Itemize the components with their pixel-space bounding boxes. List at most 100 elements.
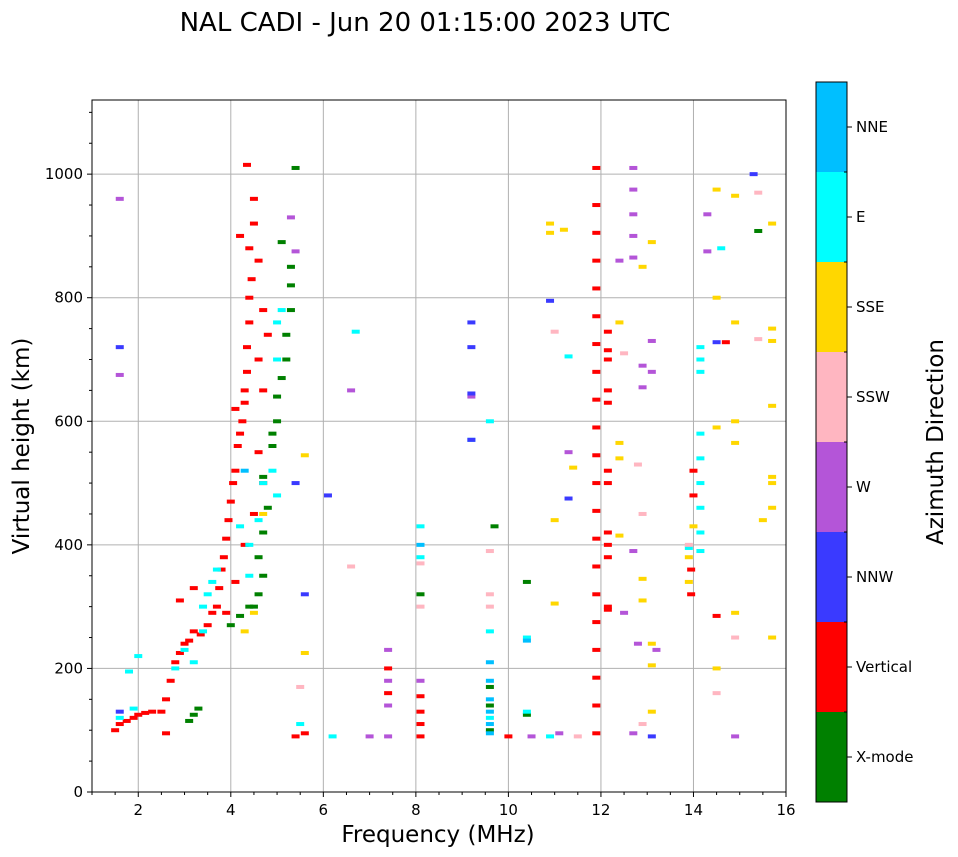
data-point-vertical [240,542,249,547]
data-point-w [365,734,374,739]
data-point-x-mode [522,712,531,717]
data-point-vertical [180,641,189,646]
data-point-sse [731,419,740,424]
data-point-vertical [242,369,251,374]
data-point-sse [550,518,559,523]
data-point-w [629,731,638,736]
data-point-w [467,394,476,399]
data-point-e [696,357,705,362]
data-point-vertical [416,722,425,727]
data-point-vertical [171,660,180,665]
colorbar-segment [816,532,847,622]
data-point-w [629,549,638,554]
data-point-e [696,369,705,374]
data-point-nnw [323,493,332,498]
data-point-sse [240,629,249,634]
x-tick-label: 12 [591,801,610,819]
data-point-nnw [467,320,476,325]
data-point-ssw [550,329,559,334]
data-point-ssw [416,604,425,609]
data-point-vertical [603,604,612,609]
data-point-sse [768,338,777,343]
data-point-w [629,255,638,260]
data-point-e [696,481,705,486]
data-point-x-mode [522,579,531,584]
data-point-vertical [231,579,240,584]
data-point-nnw [467,437,476,442]
data-point-e [212,567,221,572]
data-point-vertical [217,567,226,572]
data-point-sse [712,425,721,430]
data-point-vertical [687,592,696,597]
data-point-vertical [603,530,612,535]
data-point-vertical [592,675,601,680]
data-point-vertical [384,666,393,671]
data-point-nne [485,709,494,714]
data-point-vertical [603,468,612,473]
data-point-sse [647,709,656,714]
data-point-x-mode [485,684,494,689]
data-point-nne [240,468,249,473]
data-point-e [203,592,212,597]
data-point-sse [638,598,647,603]
data-point-sse [615,320,624,325]
data-point-nne [485,660,494,665]
y-axis-label: Virtual height (km) [9,338,35,555]
data-point-vertical [263,332,272,337]
data-point-e [717,246,726,251]
data-point-ssw [416,561,425,566]
y-tick-label: 200 [54,659,83,677]
data-point-vertical [592,453,601,458]
x-tick-label: 2 [133,801,143,819]
data-point-x-mode [416,592,425,597]
data-point-nnw [647,734,656,739]
data-point-vertical [592,536,601,541]
data-point-sse [615,533,624,538]
data-point-vertical [231,406,240,411]
data-point-vertical [504,734,513,739]
data-point-sse [569,465,578,470]
x-tick-label: 14 [684,801,703,819]
data-point-w [291,249,300,254]
data-points [111,162,777,739]
data-point-e [696,530,705,535]
data-point-w [731,734,740,739]
data-point-ssw [638,511,647,516]
data-point-nne [485,722,494,727]
data-point-e [171,666,180,671]
data-point-w [384,678,393,683]
data-point-e [522,709,531,714]
data-point-nnw [546,298,555,303]
data-point-vertical [603,329,612,334]
data-point-e [245,542,254,547]
colorbar-category-label: NNE [856,118,888,136]
data-point-x-mode [282,357,291,362]
data-point-ssw [712,691,721,696]
data-point-vertical [134,712,143,717]
data-point-vertical [687,567,696,572]
data-point-vertical [603,357,612,362]
data-point-w [629,187,638,192]
data-point-vertical [240,388,249,393]
data-point-x-mode [268,431,277,436]
y-tick-label: 400 [54,536,83,554]
data-point-vertical [603,481,612,486]
data-point-x-mode [259,474,268,479]
data-point-vertical [259,388,268,393]
data-point-w [703,212,712,217]
data-point-ssw [731,635,740,640]
y-tick-label: 1000 [45,165,83,183]
data-point-x-mode [236,613,245,618]
data-point-vertical [185,638,194,643]
data-point-e [273,320,282,325]
data-point-vertical [247,277,256,282]
data-point-e [546,734,555,739]
data-point-ssw [633,462,642,467]
data-point-sse [768,481,777,486]
data-point-e [684,545,693,550]
y-tick-label: 0 [73,783,83,801]
data-point-w [384,703,393,708]
data-point-vertical [115,722,124,727]
data-point-w [347,388,356,393]
data-point-w [633,641,642,646]
